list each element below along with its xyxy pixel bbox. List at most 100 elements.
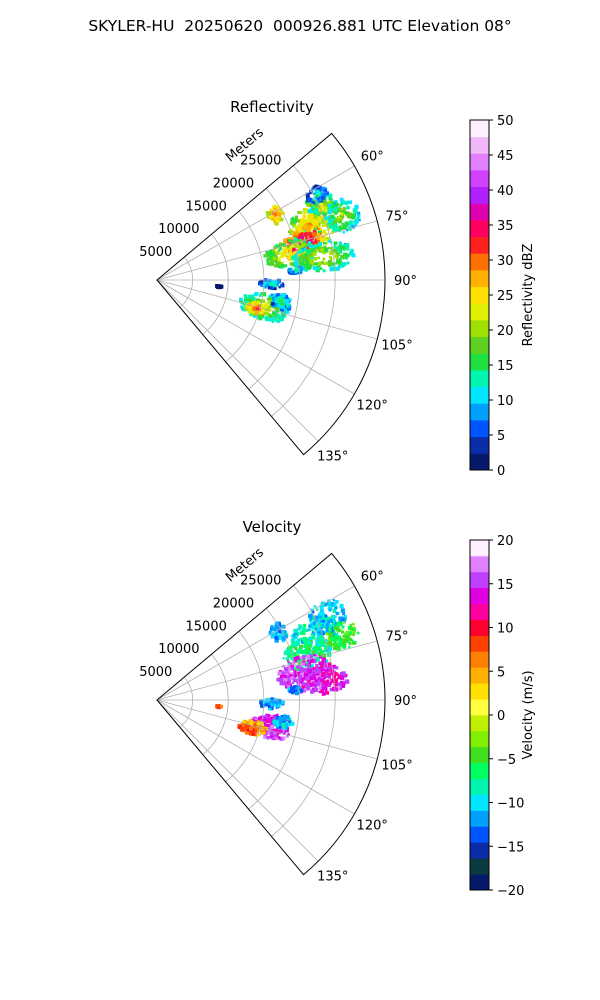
echo-gate bbox=[291, 641, 297, 646]
echo-gate bbox=[301, 682, 306, 686]
echo-gate bbox=[266, 261, 271, 266]
echo-blob bbox=[324, 197, 361, 234]
echo-gate bbox=[329, 250, 334, 256]
echo-gate bbox=[309, 639, 313, 643]
echo-gate bbox=[284, 650, 288, 654]
echo-gate bbox=[283, 298, 288, 304]
echo-gate bbox=[319, 630, 322, 634]
echo-gate bbox=[305, 192, 310, 197]
echo-gate bbox=[259, 701, 263, 705]
echo-gate bbox=[287, 237, 292, 242]
echo-gate bbox=[287, 660, 290, 664]
echo-gate bbox=[349, 220, 353, 224]
colorbar-tick-label: 15 bbox=[497, 578, 514, 593]
echo-gate bbox=[290, 672, 294, 676]
echo-gate bbox=[358, 218, 361, 222]
echo-gate bbox=[353, 208, 358, 214]
echo-gate bbox=[338, 640, 343, 644]
echo-gate bbox=[339, 622, 343, 627]
echo-gate bbox=[281, 307, 286, 312]
echo-gate bbox=[250, 312, 253, 315]
echo-gate bbox=[286, 658, 289, 662]
echo-gate bbox=[339, 213, 345, 219]
echo-blob bbox=[296, 662, 350, 696]
echo-gate bbox=[342, 248, 346, 251]
echo-gate bbox=[326, 679, 330, 683]
echo-gate bbox=[344, 221, 349, 226]
echo-gate bbox=[309, 234, 312, 237]
echo-gate bbox=[300, 232, 304, 236]
echo-gate bbox=[274, 714, 278, 718]
echo-gate bbox=[315, 189, 320, 194]
echo-gate bbox=[340, 209, 344, 213]
echo-gate bbox=[250, 719, 253, 723]
echo-gate bbox=[333, 642, 337, 646]
echo-gate bbox=[267, 252, 272, 257]
echo-gate bbox=[332, 608, 337, 613]
echo-gate bbox=[312, 192, 316, 195]
echo-gate bbox=[351, 639, 354, 643]
echo-gate bbox=[270, 210, 274, 214]
echo-gate bbox=[320, 650, 323, 654]
echo-gate bbox=[280, 252, 284, 255]
echo-gate bbox=[283, 303, 287, 307]
echo-gate bbox=[306, 648, 311, 653]
echo-gate bbox=[265, 283, 269, 287]
echo-gate bbox=[289, 673, 292, 677]
echo-gate bbox=[275, 728, 279, 732]
echo-gate bbox=[270, 697, 274, 701]
echo-gate bbox=[264, 285, 268, 289]
echo-gate bbox=[275, 720, 279, 725]
echo-gate bbox=[330, 230, 335, 234]
echo-gate bbox=[319, 232, 323, 235]
echo-gate bbox=[292, 218, 297, 224]
echo-gate bbox=[352, 213, 357, 218]
range-ring bbox=[271, 585, 336, 837]
echo-gate bbox=[270, 215, 275, 219]
echo-gate bbox=[287, 267, 292, 272]
echo-gate bbox=[312, 621, 317, 626]
echo-gate bbox=[312, 206, 315, 209]
echo-gate bbox=[353, 628, 356, 632]
echo-gate bbox=[301, 672, 305, 677]
echo-gate bbox=[248, 719, 252, 722]
echo-gate bbox=[347, 200, 351, 204]
echo-gate bbox=[298, 624, 302, 628]
echo-gate bbox=[319, 626, 323, 630]
echo-gate bbox=[293, 686, 296, 689]
azimuth-gridline bbox=[156, 165, 355, 281]
echo-gate bbox=[303, 640, 308, 645]
echo-gate bbox=[342, 224, 347, 230]
colorbar-segment bbox=[470, 286, 489, 304]
echo-gate bbox=[328, 199, 333, 204]
echo-gate bbox=[266, 297, 270, 301]
echo-gate bbox=[293, 656, 297, 661]
echo-gate bbox=[286, 249, 289, 252]
range-ring bbox=[271, 165, 336, 417]
colorbar-segment bbox=[470, 810, 489, 827]
echo-gate bbox=[281, 636, 286, 641]
echo-gate bbox=[288, 654, 292, 658]
echo-gate bbox=[282, 718, 287, 723]
echo-gate bbox=[283, 730, 287, 734]
echo-gate bbox=[318, 686, 323, 690]
echo-gate bbox=[321, 685, 325, 689]
echo-gate bbox=[276, 251, 280, 255]
echo-gate bbox=[305, 250, 308, 254]
colorbar-segment bbox=[470, 667, 489, 684]
echo-gate bbox=[310, 673, 313, 676]
echo-gate bbox=[316, 199, 321, 204]
echo-gate bbox=[260, 307, 266, 312]
echo-gate bbox=[328, 224, 333, 229]
echo-gate bbox=[267, 714, 271, 718]
echo-gate bbox=[302, 655, 306, 659]
echo-gate bbox=[262, 720, 267, 725]
echo-gate bbox=[318, 690, 322, 694]
echo-gate bbox=[320, 207, 325, 211]
echo-gate bbox=[271, 320, 275, 323]
echo-gate bbox=[283, 675, 288, 679]
echo-gate bbox=[278, 701, 282, 704]
echo-gate bbox=[278, 636, 282, 640]
echo-gate bbox=[321, 658, 326, 664]
echo-gate bbox=[294, 267, 299, 271]
